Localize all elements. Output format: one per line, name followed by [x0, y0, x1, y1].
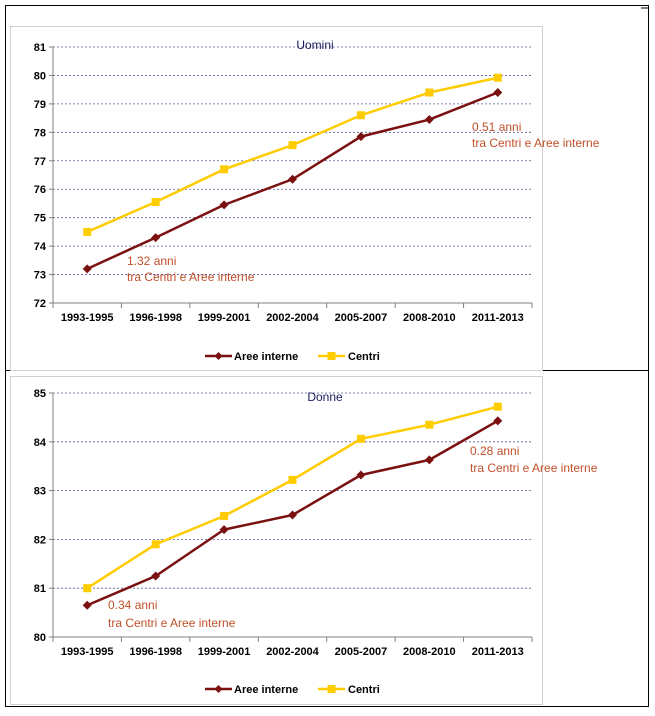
axes [49, 46, 533, 308]
y-tick-label: 82 [34, 534, 46, 546]
x-tick-label: 1996-1998 [129, 312, 182, 324]
y-tick-label: 75 [34, 213, 46, 225]
x-tick-label: 2008-2010 [403, 312, 456, 324]
data-point-aree-interne [219, 525, 229, 535]
legend-label-aree-interne: Aree interne [234, 351, 298, 363]
x-tick-label: 1996-1998 [129, 646, 182, 658]
data-point-aree-interne [151, 233, 161, 243]
y-tick-label: 78 [34, 127, 46, 139]
data-point-centri [220, 511, 229, 520]
annotation-value: 0.34 anni [108, 598, 157, 612]
series-lines [82, 402, 503, 610]
y-tick-label: 77 [34, 156, 46, 168]
y-tick-label: 81 [34, 42, 46, 54]
data-point-aree-interne [424, 115, 434, 125]
annotation-value: 1.32 anni [127, 254, 176, 268]
annotation-value: 0.28 anni [470, 444, 519, 458]
annotation-value: 0.51 anni [472, 120, 521, 134]
x-tick-label: 2002-2004 [266, 646, 319, 658]
annotation-gap-start: 0.34 anni tra Centri e Aree interne [108, 598, 236, 630]
y-tick-label: 80 [34, 632, 46, 644]
data-point-centri [288, 141, 297, 150]
data-point-centri [425, 420, 434, 429]
data-point-aree-interne [356, 470, 366, 480]
data-point-aree-interne [82, 264, 92, 274]
x-tick-label: 1999-2001 [198, 646, 251, 658]
x-tick-label: 2011-2013 [472, 312, 524, 324]
legend-marker-centri [327, 685, 336, 693]
x-tick-labels: 1993-1995 1996-1998 1999-2001 2002-2004 2005… [61, 312, 524, 324]
y-tick-label: 83 [34, 486, 46, 498]
x-tick-label: 1993-1995 [61, 312, 114, 324]
chart-area-border [10, 26, 543, 371]
annotation-gap-end: 0.51 anni tra Centri e Aree interne [472, 120, 600, 150]
y-tick-label: 81 [34, 583, 46, 595]
legend: Aree interne Centri [205, 351, 380, 363]
legend-label-centri: Centri [348, 351, 380, 363]
x-tick-label: 2005-2007 [335, 312, 388, 324]
y-tick-label: 85 [34, 388, 46, 400]
annotation-text: tra Centri e Aree interne [108, 616, 236, 630]
annotation-gap-start: 1.32 anni tra Centri e Aree interne [127, 254, 255, 284]
legend-marker-centri [327, 352, 336, 360]
legend-label-centri: Centri [348, 684, 380, 696]
x-tick-label: 1993-1995 [61, 646, 114, 658]
legend-marker-aree-interne [214, 685, 223, 693]
data-point-centri [288, 475, 297, 484]
data-point-centri [151, 540, 160, 549]
chart-title: Uomini [296, 38, 333, 52]
y-tick-labels: 80 81 82 83 84 85 [34, 388, 47, 644]
y-tick-labels: 72 73 74 75 76 77 78 79 80 81 [34, 42, 47, 310]
y-tick-label: 80 [34, 70, 46, 82]
x-tick-label: 2005-2007 [335, 646, 388, 658]
data-point-centri [83, 227, 92, 236]
data-point-aree-interne [82, 600, 92, 610]
y-tick-label: 76 [34, 184, 46, 196]
annotation-text: tra Centri e Aree interne [470, 461, 598, 475]
y-tick-label: 84 [34, 437, 47, 449]
legend-marker-aree-interne [214, 352, 223, 360]
data-point-centri [220, 165, 229, 174]
annotation-gap-end: 0.28 anni tra Centri e Aree interne [470, 444, 598, 475]
data-point-aree-interne [356, 132, 366, 142]
data-point-centri [356, 434, 365, 443]
data-point-centri [493, 402, 502, 411]
data-point-centri [356, 111, 365, 120]
axes [49, 392, 533, 642]
annotation-text: tra Centri e Aree interne [127, 270, 255, 284]
series-lines [82, 73, 503, 274]
data-point-aree-interne [424, 455, 434, 465]
data-point-centri [493, 73, 502, 82]
x-tick-label: 2002-2004 [266, 312, 319, 324]
legend-label-aree-interne: Aree interne [234, 684, 298, 696]
data-point-centri [425, 88, 434, 97]
data-point-aree-interne [493, 88, 503, 98]
y-tick-label: 79 [34, 99, 46, 111]
chart-title: Donne [307, 390, 343, 404]
data-point-aree-interne [219, 200, 229, 210]
data-point-centri [151, 198, 160, 207]
data-point-aree-interne [288, 174, 297, 184]
chart-donne: 80 81 82 83 84 85 1993-1995 1996-1998 1999-2001… [10, 376, 598, 705]
data-point-aree-interne [493, 416, 503, 426]
x-tick-labels: 1993-1995 1996-1998 1999-2001 2002-2004 2005… [61, 646, 524, 658]
annotation-text: tra Centri e Aree interne [472, 136, 600, 150]
x-tick-label: 1999-2001 [198, 312, 251, 324]
chart-area-border [10, 376, 543, 705]
y-tick-label: 74 [34, 241, 47, 253]
data-point-centri [83, 584, 92, 593]
y-tick-label: 73 [34, 270, 46, 282]
x-tick-label: 2011-2013 [472, 646, 524, 658]
y-tick-label: 72 [34, 298, 46, 310]
data-point-aree-interne [151, 571, 161, 581]
x-tick-label: 2008-2010 [403, 646, 456, 658]
legend: Aree interne Centri [205, 684, 380, 696]
data-point-aree-interne [288, 510, 297, 520]
